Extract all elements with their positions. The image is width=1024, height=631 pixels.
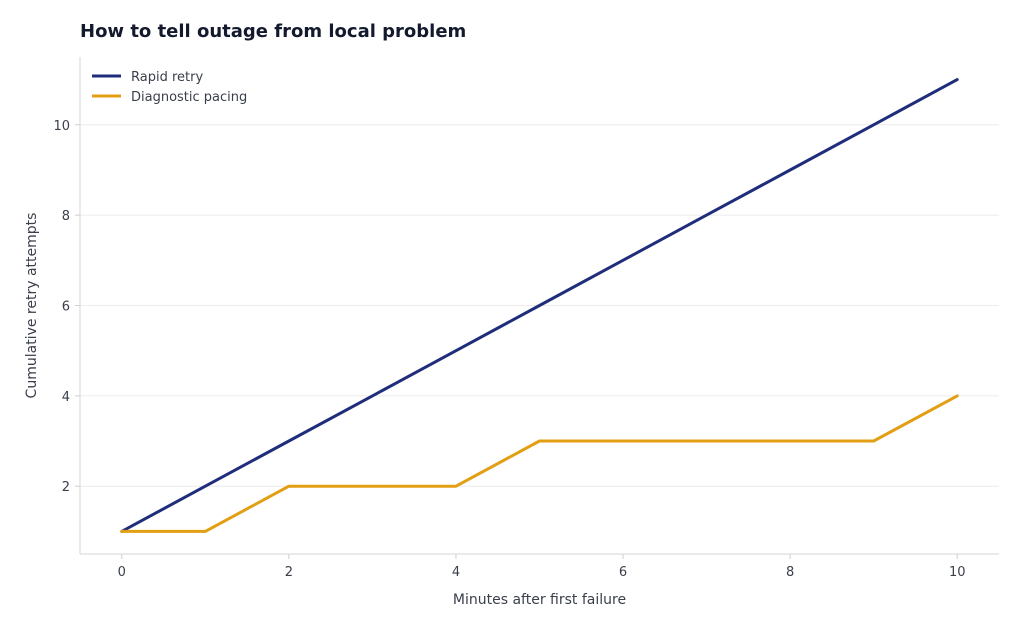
- y-tick-label: 6: [62, 300, 70, 315]
- x-tick-label: 0: [118, 565, 126, 580]
- legend: Rapid retry Diagnostic pacing: [92, 70, 247, 105]
- legend-label-diagnostic-pacing: Diagnostic pacing: [131, 90, 247, 105]
- x-axis-label: Minutes after first failure: [453, 592, 626, 608]
- ticks-layer: 0 2 4 6 8 10 2 4 6 8 10: [53, 119, 965, 580]
- x-tick-label: 10: [949, 565, 966, 580]
- x-tick-label: 6: [619, 565, 627, 580]
- y-tick-label: 8: [62, 209, 70, 224]
- series-line-diagnostic-pacing: [120, 394, 959, 533]
- y-tick-label: 10: [53, 119, 70, 134]
- y-axis-label: Cumulative retry attempts: [24, 213, 40, 399]
- y-tick-label: 4: [62, 390, 70, 405]
- series-layer: [120, 78, 959, 533]
- y-tick-label: 2: [62, 480, 70, 495]
- legend-label-rapid-retry: Rapid retry: [131, 70, 203, 85]
- x-tick-label: 4: [452, 565, 460, 580]
- series-line-rapid-retry: [120, 78, 959, 533]
- x-tick-label: 8: [786, 565, 794, 580]
- x-tick-label: 2: [285, 565, 293, 580]
- chart-title: How to tell outage from local problem: [80, 21, 467, 42]
